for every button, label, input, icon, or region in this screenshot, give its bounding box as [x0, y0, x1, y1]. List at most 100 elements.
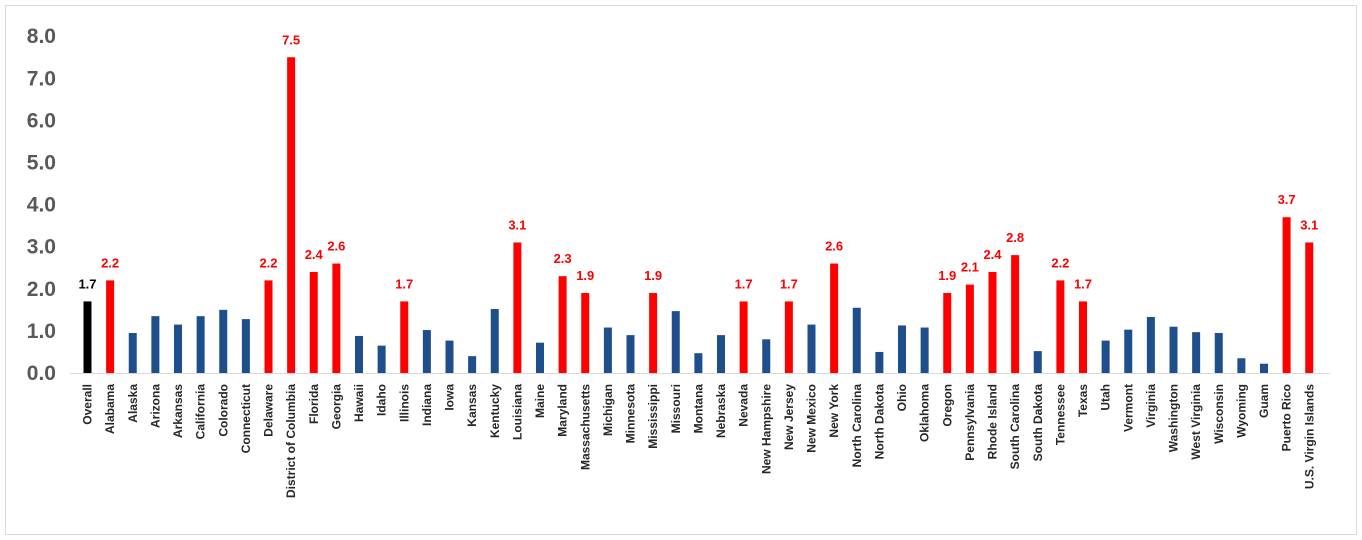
x-tick-label: Maine	[533, 384, 547, 418]
x-tick-label: Tennessee	[1053, 384, 1067, 445]
y-tick-label: 2.0	[27, 278, 56, 301]
x-tick-label: Oklahoma	[918, 384, 932, 442]
bar: Tennessee	[1056, 280, 1065, 373]
x-tick-label: Puerto Rico	[1280, 384, 1294, 451]
data-label: 3.1	[1300, 217, 1318, 232]
bar: Maine	[536, 342, 544, 373]
bar: Minnesota	[626, 335, 635, 373]
data-label: 3.1	[508, 217, 526, 232]
x-tick-label: New Hampshire	[759, 384, 773, 474]
x-tick-label: Arizona	[148, 384, 162, 428]
bar: Arkansas	[174, 324, 182, 373]
y-tick-label: 1.0	[27, 320, 56, 343]
bar: West Virginia	[1192, 332, 1201, 373]
bar: District of Columbia	[287, 57, 296, 373]
bar: Washington	[1169, 326, 1178, 373]
bar: Oklahoma	[920, 327, 929, 373]
bar: Iowa	[445, 340, 454, 373]
x-tick-label: Missouri	[669, 384, 683, 433]
x-tick-label: Illinois	[397, 384, 411, 422]
y-tick-label: 3.0	[27, 236, 56, 259]
x-tick-label: Wyoming	[1234, 384, 1248, 438]
bar: Alabama	[106, 280, 115, 373]
x-tick-label: Michigan	[601, 384, 615, 436]
x-tick-label: Vermont	[1121, 384, 1135, 432]
x-tick-label: Alabama	[103, 384, 117, 434]
bar: North Dakota	[875, 351, 884, 373]
bar: Michigan	[603, 327, 612, 373]
bars-group: Overall Alabama Alaska Arizona Arkansas Calif…	[83, 57, 1314, 373]
bar: Idaho	[377, 345, 386, 373]
y-axis: 0.0 1.0 2.0 3.0 4.0 5.0 6.0 7.0 8.0	[27, 25, 56, 385]
bar: Kansas	[468, 356, 477, 373]
data-label: 1.9	[644, 268, 662, 283]
bar: Guam	[1260, 363, 1268, 373]
x-tick-label: Overall	[81, 384, 95, 425]
bar: Maryland	[558, 276, 567, 373]
bar: Wyoming	[1237, 358, 1246, 373]
data-label: 1.7	[780, 276, 798, 291]
x-tick-label: Montana	[691, 384, 705, 434]
data-label: 1.7	[395, 276, 413, 291]
chart-frame	[5, 5, 1357, 535]
x-tick-label: Florida	[307, 384, 321, 424]
bar: Puerto Rico	[1282, 217, 1291, 373]
bar: California	[196, 316, 205, 373]
bar: Louisiana	[513, 242, 522, 373]
x-tick-label: Rhode Island	[986, 384, 1000, 459]
x-tick-label: Pennsylvania	[963, 384, 977, 461]
x-tick-label: North Carolina	[850, 384, 864, 468]
x-tick-label: Arkansas	[171, 384, 185, 438]
bar: South Dakota	[1033, 351, 1042, 373]
y-tick-label: 8.0	[27, 25, 56, 48]
bar: North Carolina	[852, 307, 861, 373]
x-tick-label: Minnesota	[624, 384, 638, 444]
x-tick-label: Iowa	[443, 384, 457, 411]
y-tick-label: 5.0	[27, 152, 56, 175]
bar: New Jersey	[784, 301, 793, 373]
bar: Pennsylvania	[965, 284, 974, 373]
x-tick-label: North Dakota	[872, 384, 886, 460]
x-tick-label: Oregon	[940, 384, 954, 427]
x-axis: Overall Alabama Alaska Arizona Arkansas Calif…	[81, 384, 1317, 498]
bar: Nebraska	[717, 335, 725, 373]
x-tick-label: Kansas	[465, 384, 479, 427]
x-tick-label: New York	[827, 384, 841, 438]
bar: Texas	[1079, 301, 1087, 373]
data-label: 1.9	[938, 268, 956, 283]
x-tick-label: Wisconsin	[1212, 384, 1226, 444]
bar: Hawaii	[355, 335, 363, 373]
y-tick-label: 6.0	[27, 109, 56, 132]
x-tick-label: Alaska	[126, 384, 140, 423]
x-tick-label: Washington	[1167, 384, 1181, 452]
data-label: 1.7	[78, 276, 96, 291]
data-label: 2.2	[259, 255, 277, 270]
x-tick-label: Nebraska	[714, 384, 728, 438]
x-tick-label: Ohio	[895, 384, 909, 411]
bar: Rhode Island	[988, 271, 997, 373]
x-tick-label: Louisiana	[510, 384, 524, 440]
x-tick-label: Indiana	[420, 384, 434, 426]
data-label: 7.5	[282, 32, 300, 47]
bar: Indiana	[422, 330, 431, 373]
x-tick-label: U.S. Virgin Islands	[1302, 384, 1316, 489]
x-tick-label: Hawaii	[352, 384, 366, 422]
bar: Arizona	[151, 316, 160, 373]
x-tick-label: Connecticut	[239, 384, 253, 453]
data-label: 3.7	[1278, 192, 1296, 207]
x-tick-label: Nevada	[737, 384, 751, 427]
x-tick-label: Kentucky	[488, 384, 502, 438]
x-tick-label: Colorado	[216, 384, 230, 437]
x-tick-label: Guam	[1257, 384, 1271, 418]
x-tick-label: New Jersey	[782, 384, 796, 450]
x-tick-label: South Dakota	[1031, 384, 1045, 462]
bar: South Carolina	[1011, 255, 1020, 373]
data-labels-group: 1.72.2 2.27.52.42.61.73.12.31.9 1.91.7 1.72…	[78, 32, 1318, 291]
x-tick-label: California	[194, 384, 208, 440]
bar: Kentucky	[490, 309, 499, 373]
bar: Georgia	[332, 263, 341, 373]
x-tick-label: Idaho	[375, 384, 389, 416]
bar: Alaska	[128, 333, 137, 373]
bar: Colorado	[219, 309, 228, 373]
